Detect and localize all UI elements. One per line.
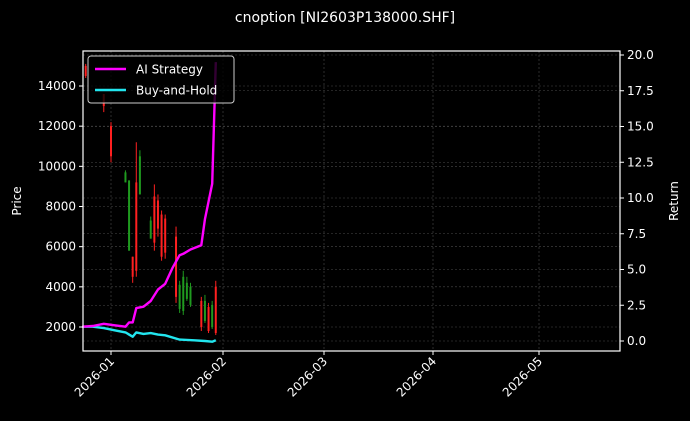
svg-text:2026-05: 2026-05 (500, 354, 545, 399)
y2-axis-label: Return (667, 181, 681, 221)
candlesticks (84, 63, 217, 336)
svg-text:15.0: 15.0 (627, 120, 654, 134)
chart-title: cnoption [NI2603P138000.SHF] (235, 10, 455, 26)
svg-text:6000: 6000 (45, 240, 76, 254)
svg-text:0.0: 0.0 (627, 334, 646, 348)
legend-label-ai-strategy: AI Strategy (136, 63, 203, 77)
svg-text:20.0: 20.0 (627, 48, 654, 62)
svg-text:4000: 4000 (45, 280, 76, 294)
svg-text:10000: 10000 (38, 159, 76, 173)
svg-text:2026-04: 2026-04 (394, 354, 439, 399)
return-lines (82, 62, 217, 343)
legend-label-buy-and-hold: Buy-and-Hold (136, 84, 217, 98)
svg-text:7.5: 7.5 (627, 227, 646, 241)
svg-text:17.5: 17.5 (627, 84, 654, 98)
svg-text:2026-03: 2026-03 (285, 354, 330, 399)
svg-text:2026-01: 2026-01 (72, 354, 117, 399)
svg-text:12.5: 12.5 (627, 155, 654, 169)
svg-text:2026-02: 2026-02 (184, 354, 229, 399)
svg-text:8000: 8000 (45, 200, 76, 214)
svg-text:12000: 12000 (38, 119, 76, 133)
svg-text:5.0: 5.0 (627, 263, 646, 277)
svg-text:2000: 2000 (45, 320, 76, 334)
y-axis-label: Price (10, 186, 24, 215)
svg-text:10.0: 10.0 (627, 191, 654, 205)
price-axis: 2000 4000 6000 8000 10000 12000 14000 (38, 79, 83, 334)
date-axis: 2026-01 2026-02 2026-03 2026-04 2026-05 (72, 351, 545, 400)
plot-frame (82, 50, 621, 352)
svg-text:14000: 14000 (38, 79, 76, 93)
return-axis: 0.0 2.5 5.0 7.5 10.0 12.5 15.0 17.5 20.0 (620, 48, 654, 348)
svg-text:2.5: 2.5 (627, 298, 646, 312)
legend: AI Strategy Buy-and-Hold (87, 55, 235, 104)
